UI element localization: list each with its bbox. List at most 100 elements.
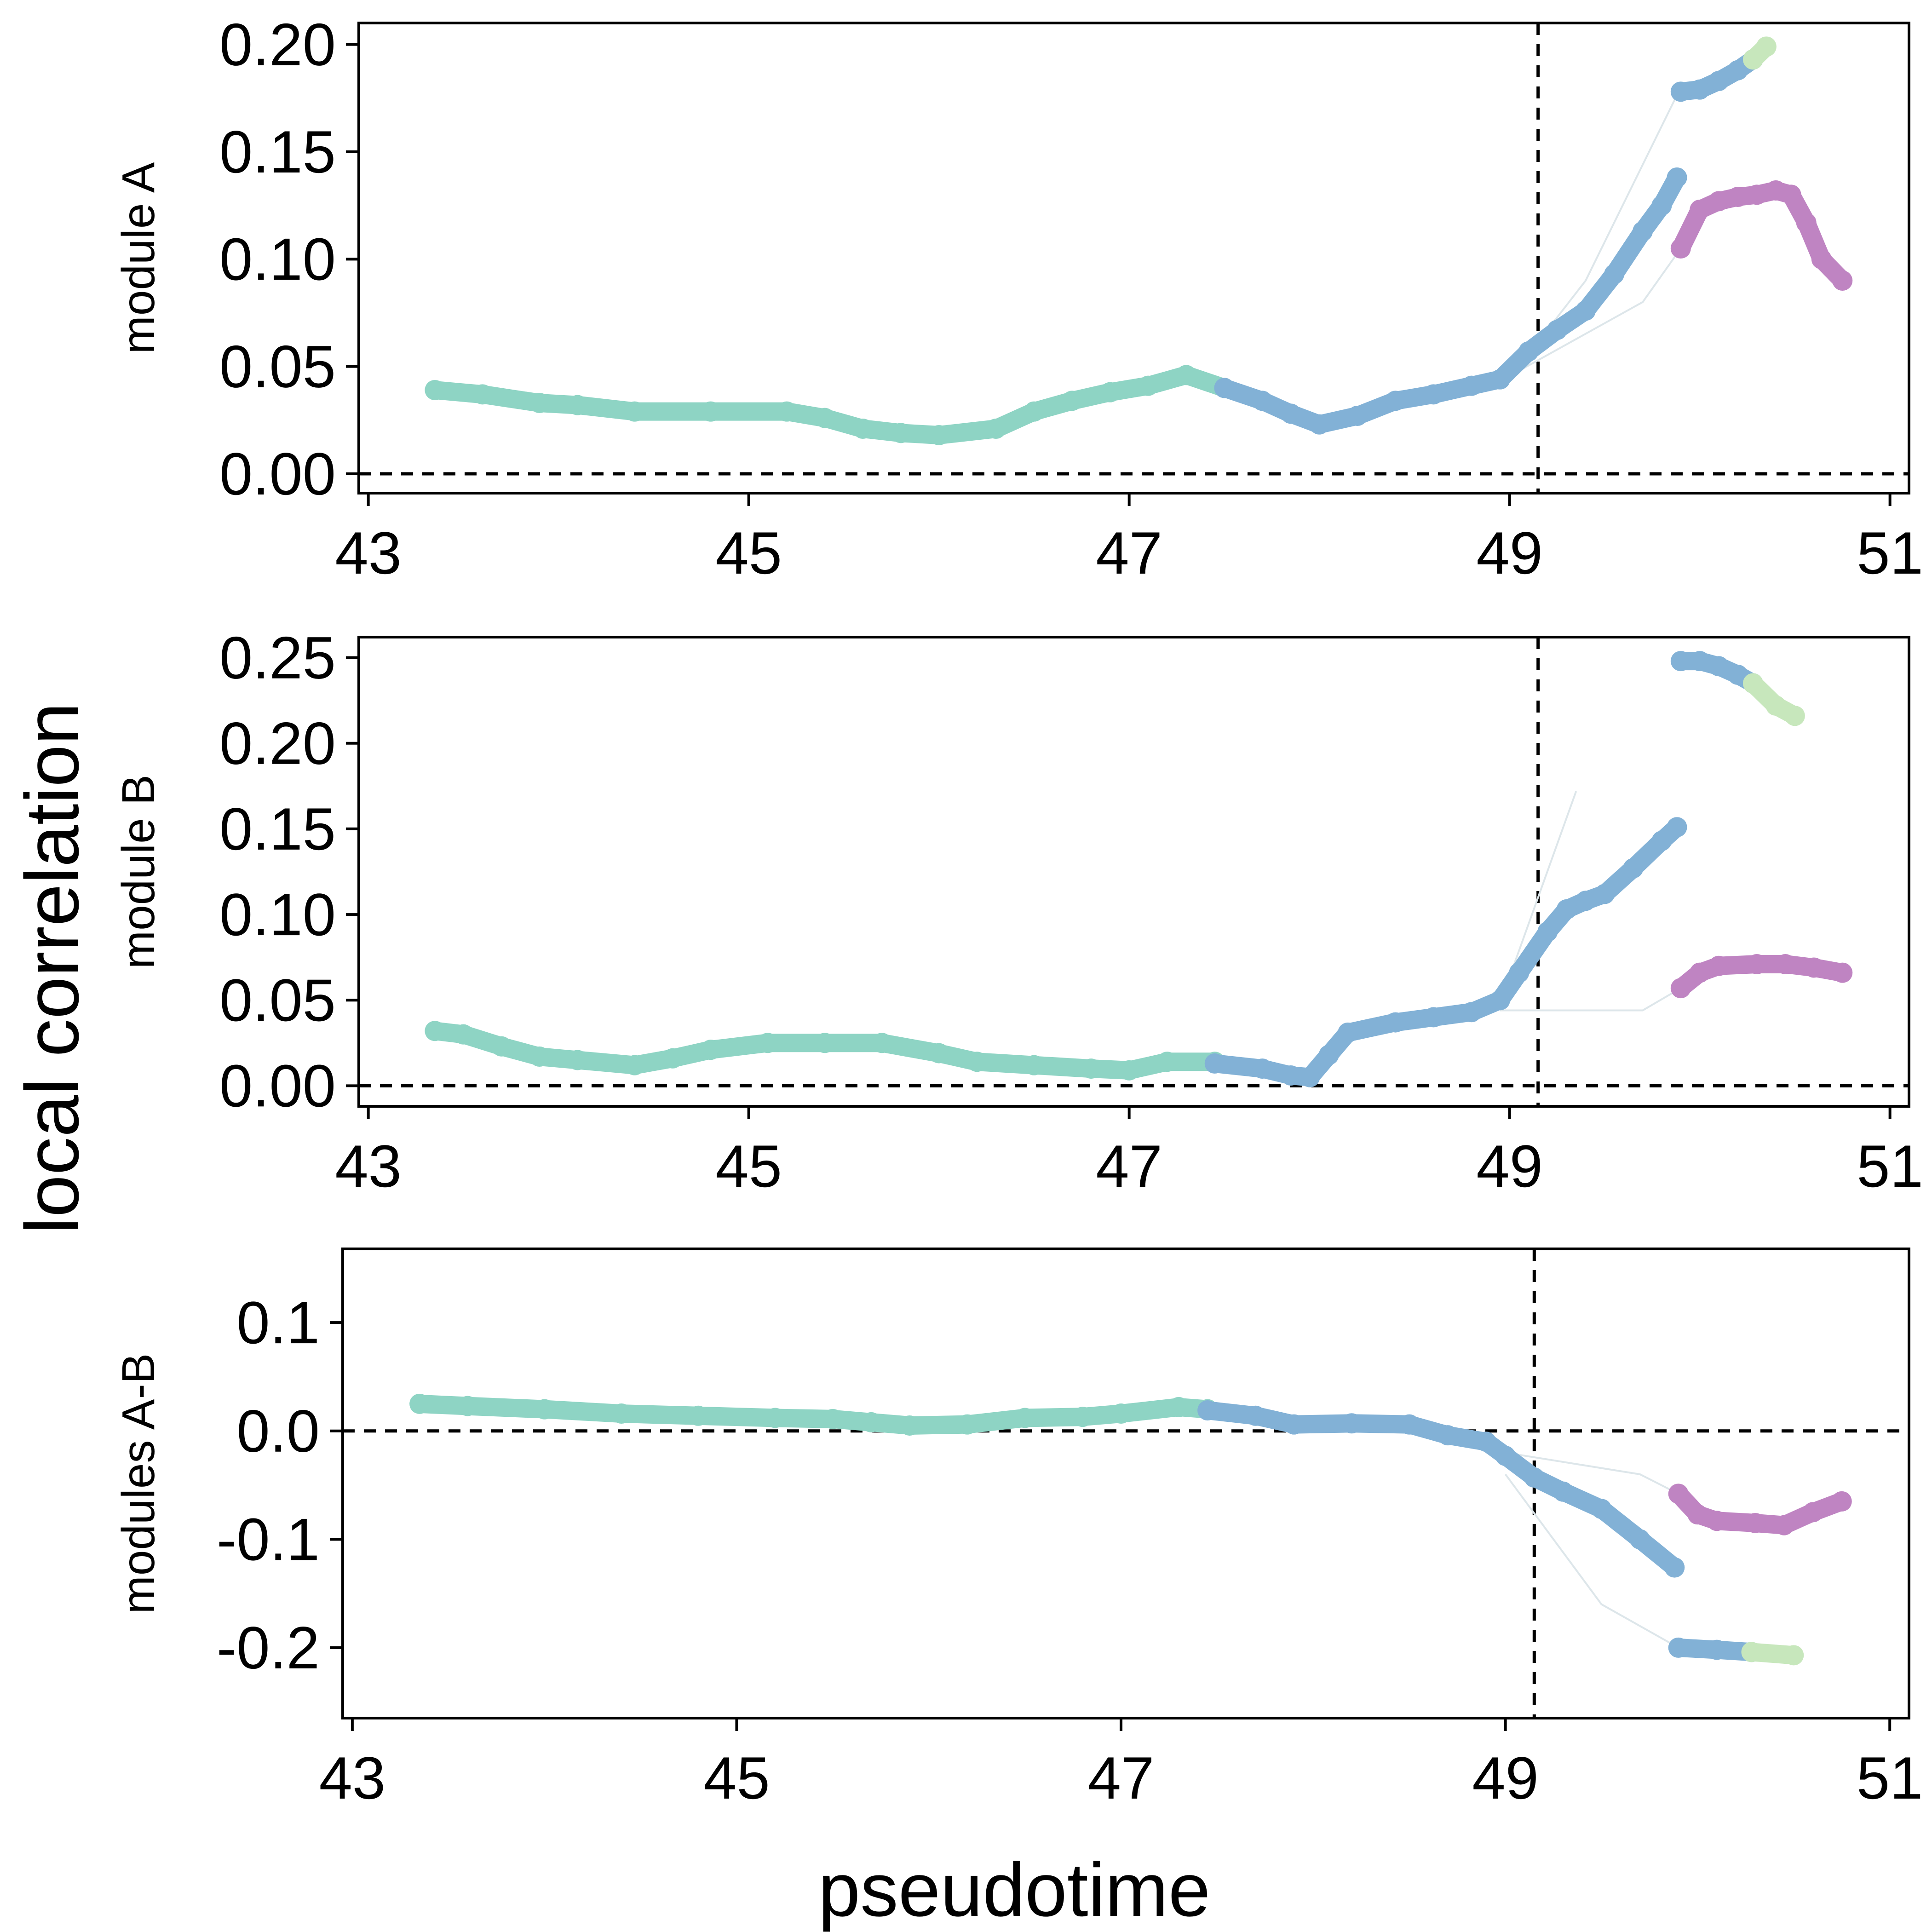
series-point-blue — [1651, 195, 1672, 216]
series-point-purple — [1781, 184, 1801, 205]
x-tick-label: 47 — [1088, 1744, 1155, 1811]
y-tick-label: -0.1 — [217, 1506, 320, 1573]
y-tick-label: 0.05 — [219, 966, 336, 1034]
panel-y-axis-label: module B — [113, 775, 164, 969]
series-point-blue — [1252, 391, 1273, 411]
series-point-teal — [1024, 1055, 1044, 1075]
series-line-blue — [1205, 818, 1686, 1087]
series-point-blue — [1489, 369, 1510, 390]
figure-x-axis-label: pseudotime — [818, 1847, 1210, 1932]
panel-module-a: 43 45 47 49 51 0.00 0.05 0.10 0.15 0.20 module A — [113, 11, 1923, 586]
series-point-purple — [1670, 978, 1691, 999]
y-tick-label: 0.10 — [219, 881, 336, 948]
x-tick-label: 51 — [1857, 1133, 1923, 1200]
series-point-teal — [1168, 1397, 1189, 1417]
series-point-blue — [1537, 921, 1558, 942]
series-point-blue — [1399, 1414, 1420, 1435]
series-point-blue — [1690, 651, 1710, 672]
y-tick-label: 0.0 — [236, 1397, 320, 1465]
series-point-blue — [1204, 1053, 1225, 1074]
series-point-teal — [611, 1403, 632, 1424]
series-point-blue — [1547, 320, 1568, 340]
series-point-blue — [1556, 899, 1577, 920]
series-point-blue — [1708, 656, 1729, 677]
series-point-purple — [1775, 954, 1796, 975]
series-point-teal — [872, 1033, 892, 1053]
x-tick-label: 45 — [703, 1744, 770, 1811]
series-point-blue — [1385, 1012, 1406, 1033]
series-point-teal — [1157, 1052, 1178, 1072]
series-point-blue — [1461, 375, 1482, 396]
series-point-blue — [1576, 300, 1596, 321]
series-point-teal — [457, 1396, 478, 1416]
series-point-blue — [1423, 1007, 1444, 1028]
series-point-blue — [1664, 1557, 1685, 1578]
panel-y-axis-label: module A — [113, 162, 164, 354]
series-point-teal — [1111, 1403, 1132, 1424]
series-point-teal — [1072, 1407, 1093, 1427]
series-point-blue — [1727, 664, 1748, 685]
series-point-blue — [1690, 79, 1710, 100]
series-point-teal — [534, 1399, 555, 1420]
series-point-blue — [1489, 990, 1510, 1011]
series-point-teal — [1024, 401, 1044, 422]
series-point-lightgreen — [1742, 49, 1763, 70]
series-point-teal — [899, 1415, 920, 1436]
series-point-purple — [1708, 955, 1729, 976]
thin-connector-line — [1505, 1473, 1679, 1649]
series-point-blue — [1385, 391, 1406, 411]
series-point-teal — [1081, 1058, 1101, 1079]
series-point-purple — [1831, 1491, 1852, 1512]
y-tick-label: 0.25 — [219, 624, 336, 691]
y-tick-label: -0.2 — [217, 1614, 320, 1681]
x-tick-label: 43 — [335, 519, 402, 586]
series-point-blue — [1245, 1405, 1266, 1426]
series-point-purple — [1804, 957, 1824, 978]
series-point-purple — [1668, 1484, 1689, 1504]
series-point-blue — [1633, 221, 1653, 242]
series-point-teal — [891, 423, 911, 443]
series-point-teal — [624, 401, 645, 422]
series-point-purple — [1796, 213, 1817, 233]
series-point-blue — [1594, 884, 1615, 904]
series-point-blue — [1576, 891, 1596, 911]
y-tick-label: 0.10 — [219, 225, 336, 293]
series-point-purple — [1708, 191, 1729, 212]
series-point-blue — [1214, 378, 1235, 398]
series-point-teal — [472, 384, 493, 405]
series-point-teal — [529, 393, 550, 413]
figure-y-axis-label: local correlation — [10, 702, 94, 1234]
series-point-teal — [529, 1046, 550, 1067]
series-point-teal — [1138, 375, 1159, 396]
series-point-blue — [1338, 1022, 1358, 1043]
series-point-purple — [1745, 1512, 1765, 1533]
series-point-purple — [1690, 200, 1710, 220]
series-point-purple — [1707, 1511, 1727, 1531]
x-tick-label: 45 — [715, 519, 782, 586]
series-point-blue — [1604, 264, 1625, 284]
series-point-blue — [1309, 414, 1330, 435]
x-tick-label: 49 — [1476, 1133, 1543, 1200]
series-point-blue — [1670, 81, 1691, 102]
series-point-blue — [1524, 1467, 1545, 1488]
series-point-blue — [1727, 60, 1748, 80]
series-point-lightgreen — [1784, 706, 1805, 726]
series-point-purple — [1832, 962, 1853, 983]
series-point-purple — [1687, 1504, 1708, 1525]
series-point-teal — [1119, 1060, 1139, 1081]
series-point-blue — [1300, 1067, 1320, 1087]
x-tick-label: 43 — [335, 1133, 402, 1200]
series-point-blue — [1284, 1414, 1305, 1435]
series-point-blue — [1509, 962, 1530, 983]
series-point-blue — [1591, 1499, 1612, 1519]
series-point-blue — [1476, 1432, 1496, 1452]
plot-frame — [341, 1248, 1910, 1719]
series-point-blue — [1708, 71, 1729, 91]
series-point-blue — [1630, 1529, 1650, 1550]
series-point-lightgreen — [1783, 1645, 1804, 1666]
series-point-blue — [1651, 830, 1672, 851]
thin-connector-line — [1500, 987, 1681, 1012]
series-point-lightgreen — [1742, 673, 1763, 694]
series-point-purple — [1765, 180, 1786, 201]
